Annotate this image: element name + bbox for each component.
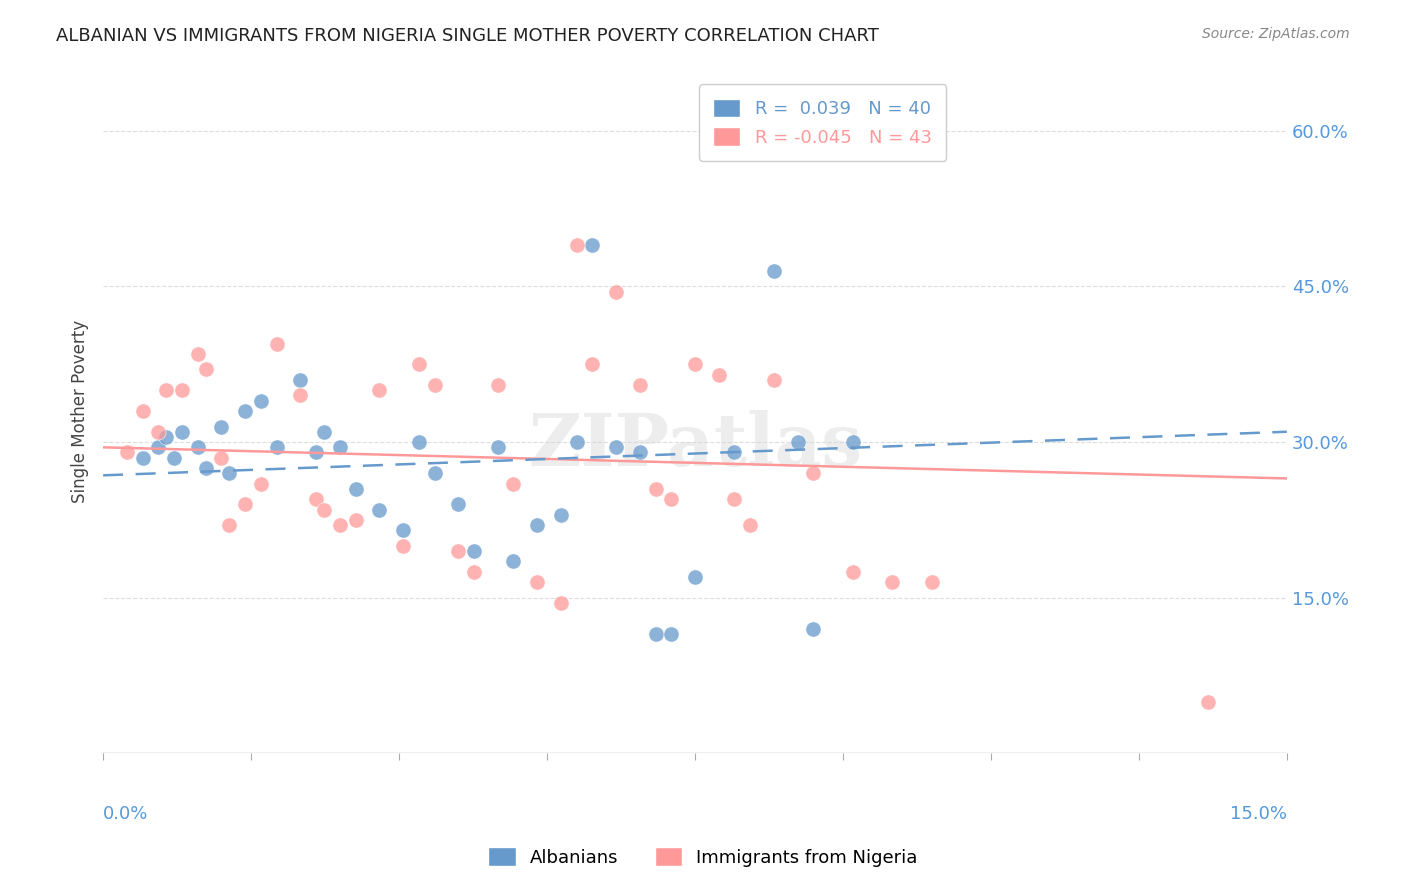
Point — [344, 482, 367, 496]
Point — [447, 544, 470, 558]
Point — [329, 518, 352, 533]
Text: ALBANIAN VS IMMIGRANTS FROM NIGERIA SINGLE MOTHER POVERTY CORRELATION CHART: ALBANIAN VS IMMIGRANTS FROM NIGERIA SING… — [56, 27, 879, 45]
Point — [131, 450, 153, 465]
Text: ZIPatlas: ZIPatlas — [527, 409, 862, 481]
Point — [1197, 695, 1219, 709]
Point — [131, 404, 153, 418]
Point — [581, 238, 603, 252]
Point — [155, 430, 177, 444]
Legend: R =  0.039   N = 40, R = -0.045   N = 43: R = 0.039 N = 40, R = -0.045 N = 43 — [699, 85, 946, 161]
Point — [290, 388, 312, 402]
Point — [218, 518, 240, 533]
Point — [921, 575, 943, 590]
Point — [723, 445, 745, 459]
Point — [762, 264, 785, 278]
Point — [605, 285, 627, 299]
Point — [250, 393, 273, 408]
Point — [882, 575, 904, 590]
Point — [368, 383, 391, 397]
Point — [314, 425, 336, 439]
Point — [463, 544, 485, 558]
Point — [211, 419, 233, 434]
Point — [170, 425, 193, 439]
Point — [194, 362, 217, 376]
Point — [305, 492, 328, 507]
Point — [290, 373, 312, 387]
Legend: Albanians, Immigrants from Nigeria: Albanians, Immigrants from Nigeria — [481, 840, 925, 874]
Point — [148, 440, 170, 454]
Point — [644, 627, 666, 641]
Point — [314, 502, 336, 516]
Point — [447, 497, 470, 511]
Point — [882, 113, 904, 128]
Point — [628, 445, 651, 459]
Point — [526, 575, 548, 590]
Point — [628, 378, 651, 392]
Point — [842, 435, 865, 450]
Point — [233, 497, 256, 511]
Point — [408, 435, 430, 450]
Text: 0.0%: 0.0% — [103, 805, 149, 823]
Point — [218, 467, 240, 481]
Point — [550, 596, 572, 610]
Point — [801, 467, 824, 481]
Point — [762, 373, 785, 387]
Point — [683, 570, 706, 584]
Point — [148, 425, 170, 439]
Point — [707, 368, 730, 382]
Y-axis label: Single Mother Poverty: Single Mother Poverty — [72, 319, 89, 502]
Point — [801, 622, 824, 636]
Point — [392, 524, 415, 538]
Point — [565, 238, 588, 252]
Point — [170, 383, 193, 397]
Point — [233, 404, 256, 418]
Point — [740, 518, 762, 533]
Point — [659, 492, 682, 507]
Point — [644, 482, 666, 496]
Point — [842, 565, 865, 579]
Point — [163, 450, 186, 465]
Point — [550, 508, 572, 522]
Point — [368, 502, 391, 516]
Point — [392, 539, 415, 553]
Point — [463, 565, 485, 579]
Text: Source: ZipAtlas.com: Source: ZipAtlas.com — [1202, 27, 1350, 41]
Point — [486, 440, 509, 454]
Point — [786, 435, 808, 450]
Point — [115, 445, 138, 459]
Point — [344, 513, 367, 527]
Point — [211, 450, 233, 465]
Point — [423, 378, 446, 392]
Point — [305, 445, 328, 459]
Point — [683, 357, 706, 371]
Point — [723, 492, 745, 507]
Point — [502, 476, 524, 491]
Point — [565, 435, 588, 450]
Point — [266, 440, 288, 454]
Text: 15.0%: 15.0% — [1230, 805, 1286, 823]
Point — [581, 357, 603, 371]
Point — [408, 357, 430, 371]
Point — [423, 467, 446, 481]
Point — [502, 554, 524, 568]
Point — [155, 383, 177, 397]
Point — [266, 336, 288, 351]
Point — [486, 378, 509, 392]
Point — [187, 440, 209, 454]
Point — [250, 476, 273, 491]
Point — [526, 518, 548, 533]
Point — [605, 440, 627, 454]
Point — [194, 461, 217, 475]
Point — [329, 440, 352, 454]
Point — [187, 347, 209, 361]
Point — [659, 627, 682, 641]
